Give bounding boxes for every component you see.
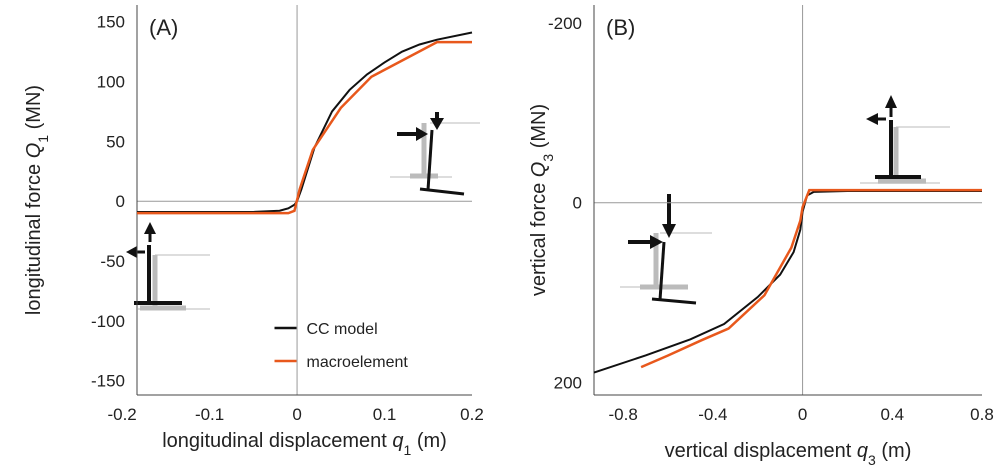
y-tick-label: -150 [91,372,125,391]
label-part: (MN) [528,104,550,154]
label-part: Q [23,143,45,159]
y-tick-label: -200 [548,14,582,33]
label-part: Q [528,162,550,178]
y-axis-label: longitudinal force Q1 (MN) [23,85,51,315]
panel-label: (A) [149,15,178,40]
label-part: 1 [403,442,411,458]
x-tick-label: 0.1 [373,405,397,424]
label-part: (m) [411,430,447,452]
x-tick-label: -0.1 [195,405,224,424]
y-axis-label: vertical force Q3 (MN) [528,104,556,296]
panel-label: (B) [606,15,635,40]
x-tick-label: 0 [292,405,301,424]
y-tick-label: 0 [116,192,125,211]
x-tick-label: 0.4 [880,405,904,424]
y-tick-label: 0 [573,194,582,213]
series-line [137,31,473,213]
y-tick-label: -50 [100,252,125,271]
x-tick-label: 0.8 [970,405,994,424]
x-axis-label: vertical displacement q3 (m) [665,440,912,466]
series-line [593,190,982,374]
label-part: q [857,440,868,462]
x-axis-label: longitudinal displacement q1 (m) [162,430,447,458]
icon [126,95,950,311]
x-tick-label: -0.2 [107,405,136,424]
legend-label: CC model [307,321,378,338]
y-tick-label: 50 [106,132,125,151]
x-tick-label: -0.8 [609,405,638,424]
label-part: 1 [35,135,51,143]
label-part: q [392,430,403,452]
y-tick-label: -100 [91,312,125,331]
series-line [640,188,982,369]
label-part: vertical force [528,177,550,296]
label-part: 3 [540,154,556,162]
x-tick-label: 0 [798,405,807,424]
label-part: vertical displacement [665,440,857,462]
y-tick-label: 100 [97,73,125,92]
y-tick-label: 200 [554,373,582,392]
label-part: longitudinal displacement [162,430,392,452]
label-part: (m) [876,440,912,462]
label-part: (MN) [23,85,45,135]
label-part: longitudinal force [23,158,45,315]
series-line [137,40,472,215]
x-tick-label: -0.4 [698,405,727,424]
legend-label: macroelement [307,354,409,371]
y-tick-label: 150 [97,13,125,32]
label-part: 3 [868,452,876,466]
x-tick-label: 0.2 [460,405,484,424]
